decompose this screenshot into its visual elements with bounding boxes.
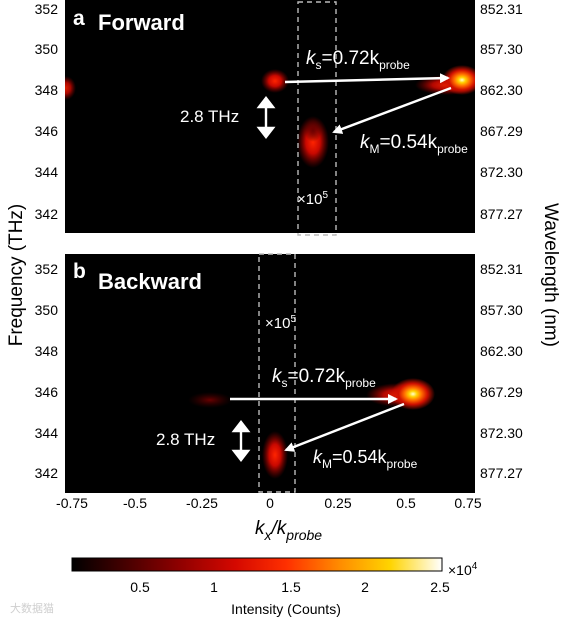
spot-a-main xyxy=(442,65,475,95)
label-b-km: kM=0.54kprobe xyxy=(313,447,418,471)
tick-b-left-4: 344 xyxy=(35,425,59,441)
colorbar-multiplier: ×104 xyxy=(448,561,478,578)
panel-a-spots xyxy=(65,65,475,168)
tick-b-right-0: 852.31 xyxy=(480,261,523,277)
panel-a-left-ticks: 352 350 348 346 344 342 xyxy=(35,1,59,222)
tick-b-right-5: 877.27 xyxy=(480,465,523,481)
y-axis-label-right: Wavelength (nm) xyxy=(540,203,561,347)
tick-b-right-2: 862.30 xyxy=(480,343,523,359)
gap-b-label: 2.8 THz xyxy=(156,430,215,449)
colorbar-tick-4: 2.5 xyxy=(430,579,450,595)
panel-b-scaled-region xyxy=(258,253,296,493)
colorbar-tick-1: 1 xyxy=(210,579,218,595)
panel-b-letter: b xyxy=(73,260,86,283)
spot-a-left-edge xyxy=(65,76,76,100)
tick-x-0: -0.75 xyxy=(56,495,88,511)
label-b-ks: ks=0.72kprobe xyxy=(272,366,376,390)
tick-b-right-1: 857.30 xyxy=(480,302,523,318)
tick-a-left-1: 350 xyxy=(35,41,59,57)
panel-b-spots xyxy=(188,378,435,479)
tick-a-right-1: 857.30 xyxy=(480,41,523,57)
watermark: 大数据猫 xyxy=(10,601,54,615)
spot-b-main xyxy=(391,378,435,410)
colorbar-label: Intensity (Counts) xyxy=(231,601,341,617)
panel-a-background xyxy=(65,0,475,233)
tick-x-1: -0.5 xyxy=(123,495,147,511)
panel-b: b Backward ks=0.72kprobe kM=0.54kprobe 2… xyxy=(35,253,523,511)
colorbar-gradient xyxy=(71,557,443,572)
tick-b-right-4: 872.30 xyxy=(480,425,523,441)
panel-a-scaled-region xyxy=(297,1,337,236)
tick-a-right-3: 867.29 xyxy=(480,123,523,139)
spot-a-scaled-glow xyxy=(304,118,322,142)
y-axis-label-left: Frequency (THz) xyxy=(6,204,27,347)
spot-a-zero xyxy=(261,69,289,93)
arrow-b-km xyxy=(284,402,405,452)
arrow-a-ks xyxy=(284,73,450,84)
tick-a-left-3: 346 xyxy=(35,123,59,139)
tick-b-left-3: 346 xyxy=(35,384,59,400)
tick-a-right-0: 852.31 xyxy=(480,1,523,17)
gap-a-label: 2.8 THz xyxy=(180,107,239,126)
spot-b-scaled xyxy=(262,431,288,479)
tick-a-right-2: 862.30 xyxy=(480,82,523,98)
tick-b-left-0: 352 xyxy=(35,261,59,277)
tick-b-right-3: 867.29 xyxy=(480,384,523,400)
colorbar: ×104 0.5 1 1.5 2 2.5 Intensity (Counts) xyxy=(71,557,478,617)
scale-b-label: ×105 xyxy=(265,314,296,332)
tick-a-left-4: 344 xyxy=(35,164,59,180)
panel-b-left-ticks: 352 350 348 346 344 342 xyxy=(35,261,59,481)
scale-a-label: ×105 xyxy=(297,190,328,208)
spot-b-faint xyxy=(188,392,232,408)
tick-b-left-5: 342 xyxy=(35,465,59,481)
label-a-ks: ks=0.72kprobe xyxy=(306,48,410,72)
arrow-a-km xyxy=(332,86,452,134)
tick-x-2: -0.25 xyxy=(186,495,218,511)
panel-b-title: Backward xyxy=(98,269,202,294)
tick-x-6: 0.75 xyxy=(454,495,481,511)
panel-a-title: Forward xyxy=(98,10,185,35)
tick-b-left-1: 350 xyxy=(35,302,59,318)
tick-a-left-5: 342 xyxy=(35,206,59,222)
tick-x-5: 0.5 xyxy=(396,495,416,511)
tick-a-left-0: 352 xyxy=(35,1,59,17)
gap-b-arrow-icon xyxy=(231,420,251,462)
panel-a-right-ticks: 852.31 857.30 862.30 867.29 872.30 877.2… xyxy=(480,1,523,222)
tick-a-right-5: 877.27 xyxy=(480,206,523,222)
panel-a: a Forward ks=0.72kprobe kM=0.54kprobe 2.… xyxy=(35,0,523,236)
panel-a-letter: a xyxy=(73,7,85,30)
tick-x-3: 0 xyxy=(266,495,274,511)
colorbar-tick-0: 0.5 xyxy=(130,579,150,595)
tick-a-right-4: 872.30 xyxy=(480,164,523,180)
tick-a-left-2: 348 xyxy=(35,82,59,98)
panel-b-x-ticks: -0.75 -0.5 -0.25 0 0.25 0.5 0.75 xyxy=(56,495,482,511)
tick-b-left-2: 348 xyxy=(35,343,59,359)
gap-a-arrow-icon xyxy=(256,96,276,139)
x-axis-label: kx/kprobe xyxy=(255,518,322,543)
colorbar-tick-2: 1.5 xyxy=(281,579,301,595)
label-a-km: kM=0.54kprobe xyxy=(360,132,468,156)
tick-x-4: 0.25 xyxy=(324,495,351,511)
panel-b-right-ticks: 852.31 857.30 862.30 867.29 872.30 877.2… xyxy=(480,261,523,481)
colorbar-tick-3: 2 xyxy=(361,579,369,595)
